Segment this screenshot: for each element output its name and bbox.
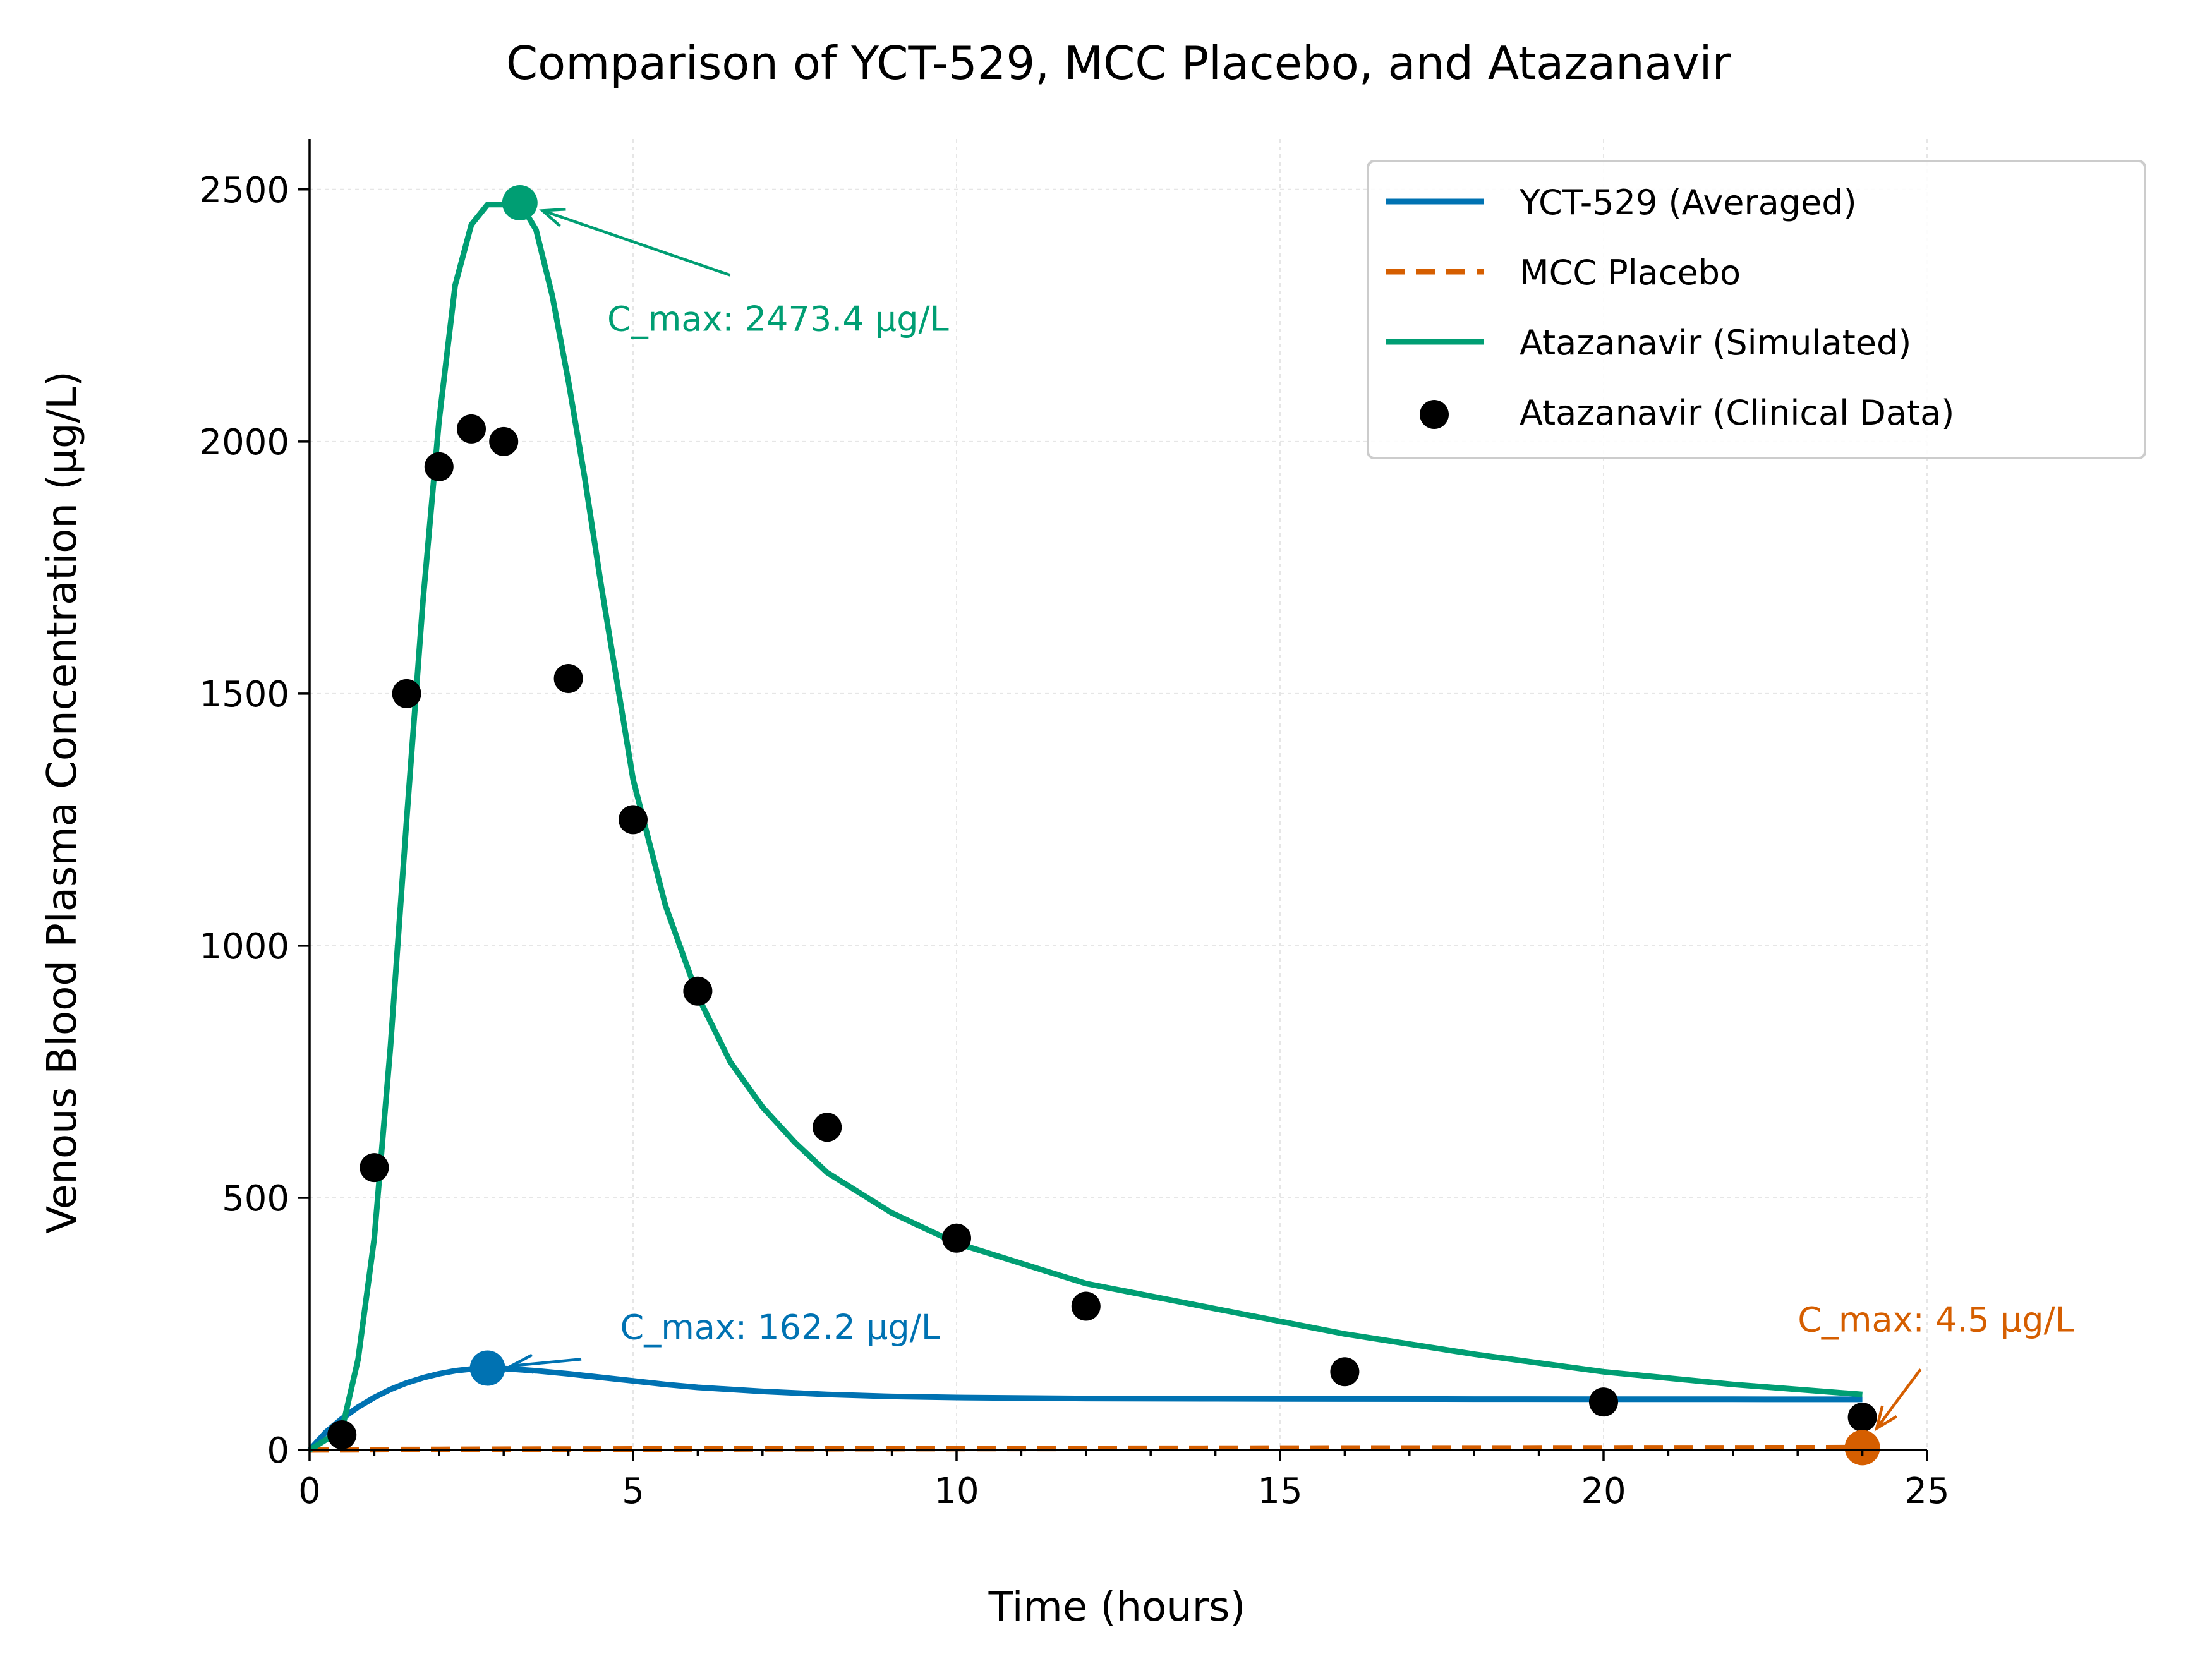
data-point — [1589, 1387, 1618, 1417]
x-tick-label: 5 — [622, 1471, 644, 1512]
chart-title: Comparison of YCT-529, MCC Placebo, and … — [506, 37, 1731, 90]
series-line-2 — [308, 200, 1863, 1452]
legend-label: MCC Placebo — [1520, 253, 1741, 293]
data-point — [1330, 1357, 1360, 1387]
annotation-arrow — [511, 1358, 582, 1368]
legend-label: YCT-529 (Averaged) — [1519, 183, 1857, 222]
data-point — [619, 805, 648, 835]
data-point — [424, 452, 454, 481]
annotation-arrowhead — [507, 1353, 535, 1374]
data-point — [457, 414, 486, 444]
y-tick-label: 2000 — [199, 422, 289, 463]
legend: YCT-529 (Averaged) MCC Placebo Atazanavir … — [1367, 160, 2146, 459]
annotations: C_max: 2473.4 µg/L C_max: 162.2 µg/L C_max… — [469, 185, 2074, 1466]
annotation-label: C_max: 162.2 µg/L — [620, 1307, 940, 1347]
y-tick-label: 1000 — [199, 926, 289, 967]
annotation-arrowhead — [539, 207, 566, 227]
data-point — [813, 1113, 842, 1142]
data-point — [942, 1223, 971, 1253]
series-line-0 — [307, 1365, 1863, 1452]
tick-labels: 0 5 10 15 20 25 0 500 1000 1500 2000 2500 — [199, 170, 1949, 1512]
data-point — [1847, 1403, 1877, 1432]
x-tick-label: 0 — [298, 1471, 321, 1512]
x-tick-label: 15 — [1257, 1471, 1302, 1512]
data-point — [360, 1153, 389, 1183]
legend-label: Atazanavir (Clinical Data) — [1520, 393, 1954, 433]
legend-swatch-marker — [1420, 400, 1449, 429]
x-tick-label: 25 — [1904, 1471, 1949, 1512]
data-point — [392, 679, 421, 708]
y-tick-label: 2500 — [199, 170, 289, 211]
data-point — [327, 1420, 357, 1450]
x-axis-title: Time (hours) — [988, 1584, 1246, 1631]
x-tick-label: 20 — [1581, 1471, 1626, 1512]
data-point — [553, 663, 583, 693]
series-line-1 — [309, 1444, 1863, 1453]
annotation-label: C_max: 2473.4 µg/L — [607, 299, 949, 339]
x-tick-label: 10 — [934, 1471, 979, 1512]
annotation-label: C_max: 4.5 µg/L — [1798, 1300, 2074, 1339]
data-point — [1071, 1291, 1101, 1321]
data-point — [683, 976, 713, 1006]
cmax-marker — [1844, 1430, 1880, 1466]
legend-box — [1367, 160, 2146, 459]
legend-label: Atazanavir (Simulated) — [1520, 323, 1911, 363]
annotation-arrow — [1875, 1368, 1922, 1430]
cmax-marker — [502, 185, 538, 221]
y-axis-title: Venous Blood Plasma Concentration (µg/L) — [39, 371, 86, 1234]
cmax-marker — [469, 1350, 505, 1386]
annotation-arrowhead — [1874, 1405, 1897, 1432]
y-tick-label: 1500 — [199, 674, 289, 715]
plot-area — [307, 200, 1877, 1453]
y-tick-label: 0 — [267, 1430, 289, 1471]
y-tick-label: 500 — [222, 1178, 289, 1219]
axes — [298, 139, 1928, 1461]
data-point — [489, 426, 519, 456]
annotation-arrow — [542, 209, 731, 277]
